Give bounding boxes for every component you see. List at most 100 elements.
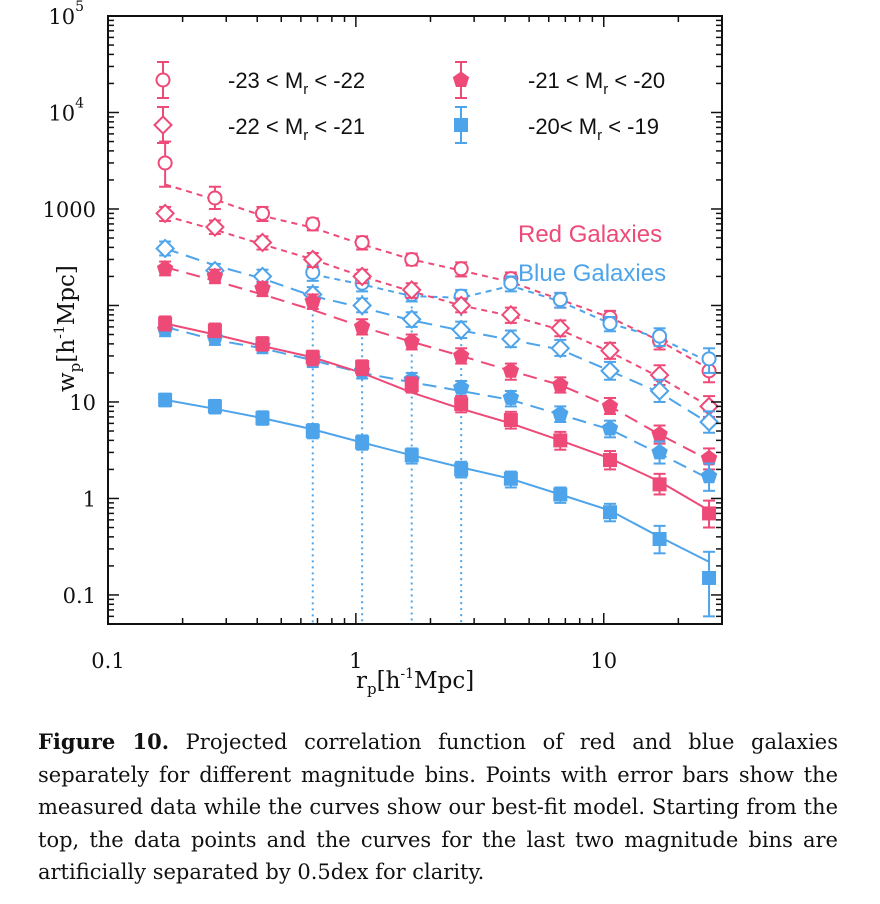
data-point (651, 443, 668, 460)
data-point (207, 323, 222, 338)
data-point (552, 292, 568, 308)
data-point (453, 379, 470, 395)
data-point (255, 336, 270, 351)
data-point (352, 266, 373, 287)
data-point (156, 260, 174, 276)
x-tick-label: 1 (349, 649, 362, 673)
legend-marker (454, 118, 468, 132)
data-point (254, 205, 270, 221)
data-point (205, 217, 225, 237)
data-point (550, 318, 571, 339)
legend-label: -20< Mr < -19 (528, 114, 659, 144)
x-tick-label: 10 (590, 649, 617, 673)
data-point (600, 340, 620, 361)
data-point (305, 216, 321, 232)
data-point (353, 318, 371, 334)
data-point (453, 347, 470, 363)
data-point (652, 477, 667, 492)
legend-marker (153, 115, 173, 135)
data-point (603, 505, 618, 520)
data-point (600, 360, 620, 381)
y-axis-title: wp[h-1Mpc] (52, 265, 84, 392)
data-point (503, 413, 518, 428)
data-point (401, 309, 422, 330)
data-point (158, 316, 173, 331)
data-point (601, 397, 619, 414)
data-point (553, 433, 568, 448)
model-curve-1 (164, 183, 710, 370)
data-point (403, 333, 420, 349)
model-curve-8 (164, 398, 710, 563)
data-point (404, 448, 419, 463)
data-point (552, 405, 569, 421)
data-point (206, 267, 224, 284)
model-curve-6 (164, 325, 710, 480)
data-point (252, 232, 273, 253)
data-point (454, 462, 469, 477)
data-point (502, 362, 520, 378)
data-point (451, 319, 472, 340)
data-point (453, 261, 469, 277)
data-point (404, 251, 420, 267)
data-point (454, 397, 469, 412)
data-point (451, 295, 472, 316)
data-point (651, 425, 668, 442)
y-tick-label: 1000 (43, 198, 96, 222)
y-tick-label: 1 (83, 487, 96, 511)
model-curve-5 (164, 266, 710, 461)
data-point (702, 570, 717, 585)
data-point (155, 238, 176, 259)
legend-label: -23 < Mr < -22 (228, 68, 365, 98)
data-point (404, 377, 419, 392)
x-axis-title: rp[h-1Mpc] (356, 666, 474, 698)
data-point (355, 360, 370, 375)
data-point (552, 376, 569, 392)
data-point (603, 453, 618, 468)
figure-caption: Figure 10. Projected correlation functio… (38, 726, 838, 889)
data-point (158, 392, 173, 407)
blue-galaxies-label: Blue Galaxies (518, 260, 666, 287)
legend-label: -22 < Mr < -21 (228, 114, 365, 144)
caption-label: Figure 10. (38, 729, 170, 754)
data-point (157, 155, 173, 171)
data-point (207, 399, 222, 414)
y-tick-exponent: 4 (75, 95, 84, 111)
data-point (602, 316, 618, 332)
data-point (652, 328, 668, 344)
data-point (700, 467, 718, 484)
correlation-chart: -23 < Mr < -22 -22 < Mr < -21 -21 < Mr < -… (43, 0, 723, 698)
caption-text: Projected correlation function of red an… (38, 730, 838, 884)
data-point (155, 203, 176, 224)
data-point (503, 275, 519, 291)
y-tick-exponent: 5 (75, 0, 84, 15)
data-point (401, 279, 422, 300)
data-point (702, 506, 717, 521)
data-point (207, 190, 223, 206)
data-point (699, 412, 719, 432)
data-point (304, 292, 321, 309)
y-tick-label: 104 (48, 95, 84, 125)
data-point (500, 329, 521, 349)
data-point (550, 338, 571, 359)
red-galaxies-label: Red Galaxies (518, 221, 662, 248)
data-point (503, 471, 518, 486)
legend-marker (452, 71, 470, 87)
data-point (652, 532, 667, 547)
y-tick-label: 10 (69, 391, 96, 415)
y-tick-label: 105 (48, 0, 84, 29)
data-point (355, 435, 370, 450)
data-point (352, 295, 373, 316)
y-tick-label: 0.1 (63, 584, 96, 608)
x-tick-label: 0.1 (91, 649, 124, 673)
legend-label: -21 < Mr < -20 (528, 68, 665, 98)
legend-marker (155, 72, 171, 88)
data-point (553, 487, 568, 502)
data-point (500, 304, 521, 325)
data-point (502, 389, 520, 405)
data-point (601, 419, 619, 436)
data-point (701, 351, 717, 367)
data-point (305, 424, 320, 439)
data-point (305, 350, 320, 365)
data-point (354, 234, 370, 250)
data-point (255, 411, 270, 426)
